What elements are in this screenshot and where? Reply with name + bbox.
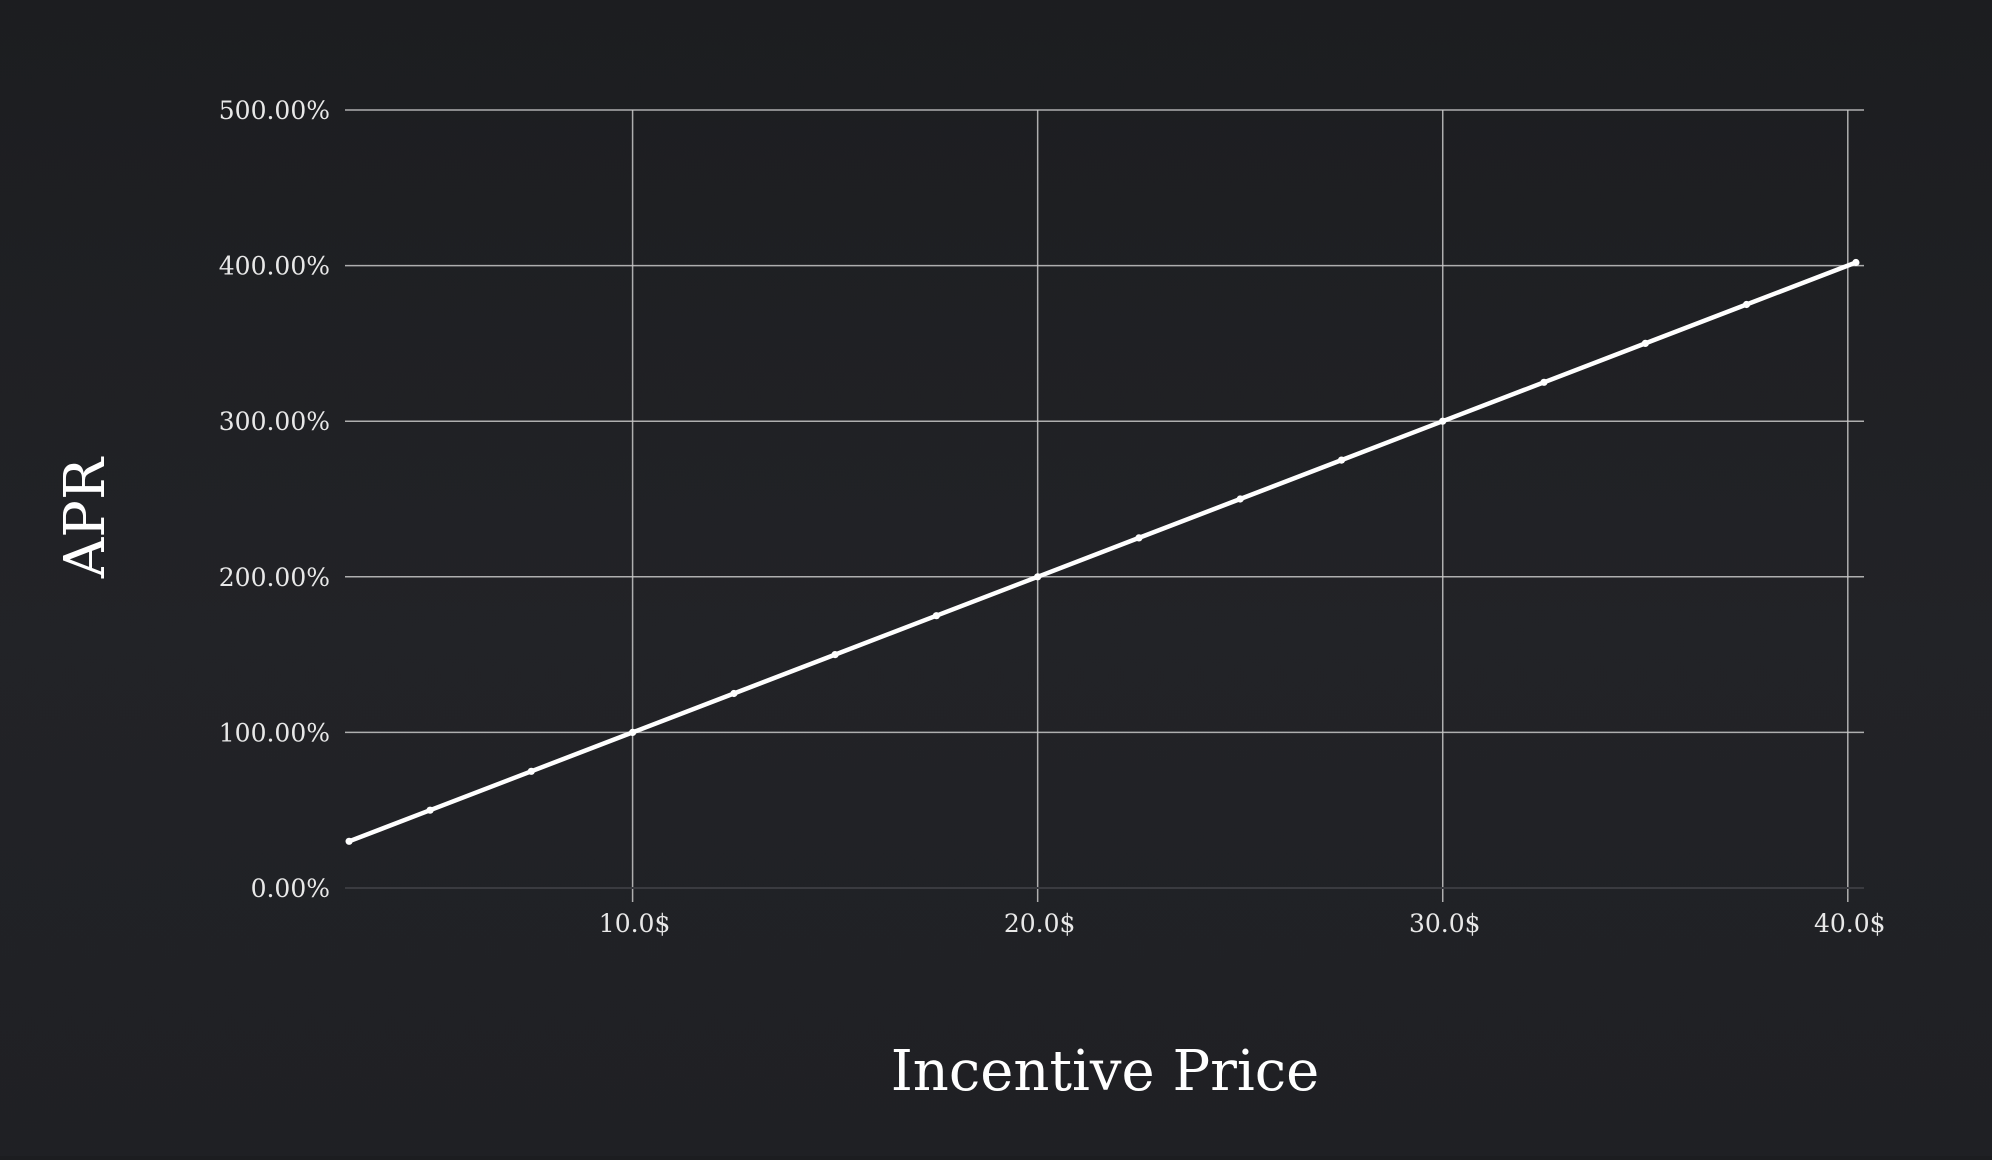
data-point [831, 651, 839, 659]
y-tick-label: 100.00% [219, 718, 330, 747]
data-point [1641, 339, 1649, 347]
data-point [932, 612, 941, 620]
x-tick-label: 20.0$ [1004, 909, 1076, 938]
data-point [730, 689, 738, 698]
x-tick-label: 40.0$ [1814, 909, 1886, 938]
data-point [345, 837, 353, 845]
x-axis-title: Incentive Price [891, 1039, 1320, 1104]
y-tick-label: 200.00% [219, 563, 330, 592]
tick-labels: 0.00% 100.00% 200.00% 300.00% 400.00% 500.00%… [219, 96, 1886, 938]
data-point [1742, 300, 1751, 309]
data-point [1852, 258, 1860, 267]
data-point [1439, 417, 1447, 425]
data-point [527, 767, 535, 775]
grid-lines [345, 109, 1864, 902]
data-point [629, 728, 637, 737]
y-axis-title: APR [53, 456, 118, 579]
data-point [1337, 456, 1346, 464]
y-tick-label: 0.00% [251, 874, 330, 903]
y-tick-label: 400.00% [219, 252, 330, 281]
x-tick-label: 10.0$ [599, 909, 671, 938]
series-layer [345, 258, 1860, 845]
data-point [1540, 378, 1548, 386]
data-point [1135, 534, 1143, 542]
y-tick-label: 500.00% [219, 96, 330, 125]
x-tick-label: 30.0$ [1409, 909, 1481, 938]
data-point [1236, 495, 1244, 503]
series-line [346, 260, 1859, 844]
data-point [426, 806, 434, 814]
y-tick-label: 300.00% [219, 407, 330, 436]
data-point [1034, 573, 1042, 581]
